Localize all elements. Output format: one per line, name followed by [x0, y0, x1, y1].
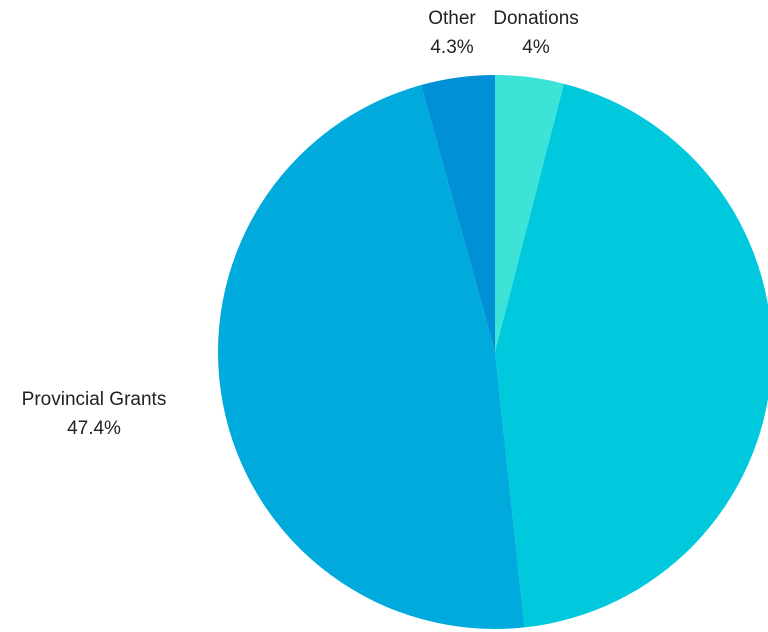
slice-label-value: 4% — [522, 37, 550, 58]
slice-label-name: Other — [428, 8, 476, 29]
slice-labels: Donations 4% Provincial Grants 47.4% Other 4.… — [22, 8, 579, 439]
pie-slices — [217, 75, 768, 630]
slice-label-name: Donations — [493, 8, 579, 29]
pie-slice-other — [421, 75, 495, 352]
pie-slice-unlabeled-1 — [495, 83, 768, 628]
slice-label-value: 47.4% — [67, 418, 121, 439]
slice-label-value: 4.3% — [430, 37, 473, 58]
slice-label-name: Provincial Grants — [22, 389, 167, 410]
pie-slice-provincial-grants — [217, 85, 525, 630]
pie-slice-donations — [495, 75, 564, 352]
